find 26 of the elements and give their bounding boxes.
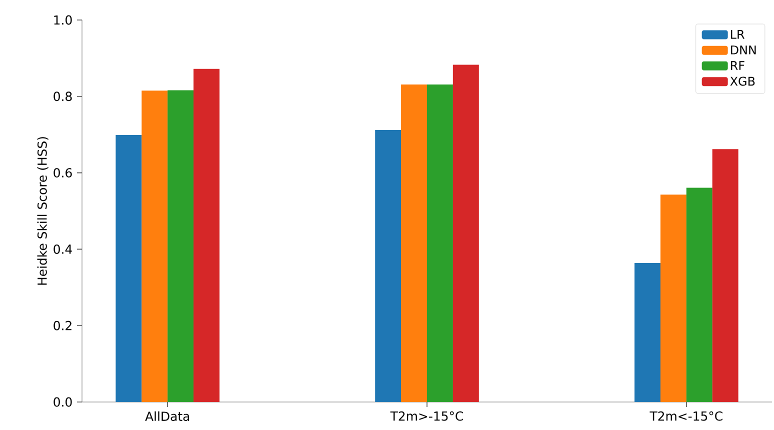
y-tick-label: 0.6 (54, 168, 72, 178)
bar (634, 262, 660, 402)
y-axis-title: Heidke Skill Score (HSS) (37, 137, 48, 285)
legend-label: RF (731, 61, 744, 70)
bar (401, 84, 428, 402)
bar (116, 134, 142, 402)
bar (168, 90, 194, 402)
bar (686, 188, 712, 402)
y-tick-label: 1.0 (54, 15, 72, 25)
legend-label: DNN (731, 46, 756, 54)
bar (426, 84, 453, 402)
bar (142, 90, 168, 402)
y-tick-label: 0.0 (54, 397, 72, 407)
legend-label: XGB (730, 76, 755, 86)
bar (660, 194, 686, 402)
y-tick-label: 0.4 (54, 244, 72, 254)
x-tick-label: T2m<-15°C (650, 411, 722, 421)
bar (375, 130, 402, 402)
x-tick-label: AllData (145, 411, 190, 421)
y-tick-label: 0.8 (54, 92, 72, 102)
legend-label: LR (731, 30, 744, 39)
x-tick-label: T2m>-15°C (390, 411, 463, 421)
bar (452, 64, 479, 402)
y-tick-label: 0.2 (54, 320, 72, 330)
bar (194, 68, 220, 402)
bar (712, 149, 738, 402)
